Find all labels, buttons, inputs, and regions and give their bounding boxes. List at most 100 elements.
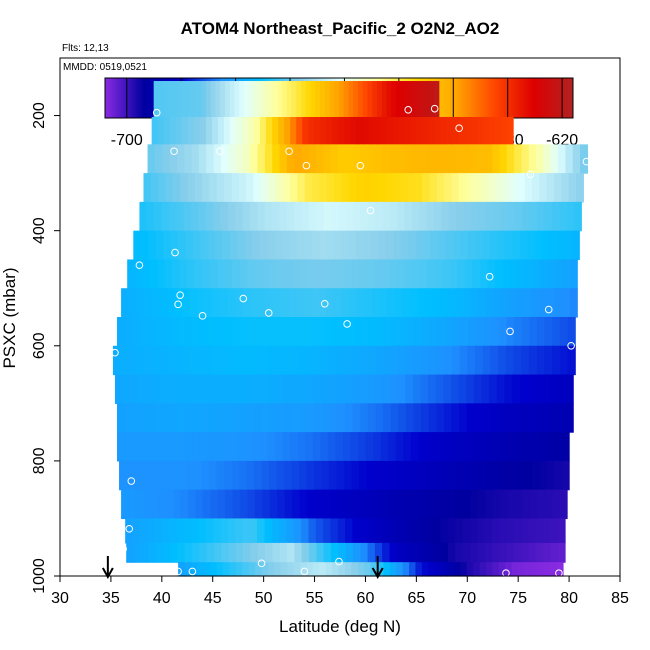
heatmap-cell [363, 230, 372, 261]
heatmap-cell [524, 562, 532, 577]
heatmap-cell [147, 317, 156, 347]
heatmap-cell [281, 230, 290, 261]
observation-point [111, 348, 119, 357]
heatmap-cell [265, 542, 274, 563]
heatmap-cell [277, 317, 286, 347]
heatmap-cell [389, 374, 399, 404]
heatmap-cell [438, 230, 447, 261]
heatmap-cell [374, 345, 384, 376]
heatmap-cell [333, 230, 343, 261]
heatmap-cell [191, 518, 200, 544]
heatmap-cell [382, 542, 391, 563]
heatmap-cell [266, 116, 273, 145]
heatmap-cell [345, 518, 354, 544]
heatmap-cell [169, 432, 178, 462]
heatmap-cell [396, 81, 402, 118]
heatmap-cell [169, 518, 178, 544]
heatmap-cell [318, 288, 327, 318]
heatmap-cell [546, 432, 555, 462]
heatmap-cell [467, 345, 476, 376]
heatmap-cell [177, 81, 183, 118]
heatmap-cell [204, 288, 213, 318]
heatmap-cell [444, 345, 453, 376]
y-tick-label: 1000 [31, 558, 48, 594]
heatmap-cell [410, 432, 419, 462]
heatmap-cell [208, 403, 217, 433]
heatmap-cell [550, 562, 558, 577]
heatmap-cell [119, 460, 128, 491]
heatmap-cell [436, 173, 445, 203]
heatmap-cell [422, 116, 430, 145]
heatmap-cell [136, 288, 145, 318]
heatmap-cell [202, 489, 211, 520]
heatmap-cell [269, 403, 278, 433]
heatmap-cell [367, 345, 376, 376]
heatmap-cell [404, 201, 413, 232]
heatmap-cell [231, 317, 240, 347]
heatmap-cell [433, 518, 441, 544]
heatmap-cell [143, 288, 153, 318]
heatmap-cell [172, 259, 181, 289]
heatmap-cell [477, 542, 486, 563]
heatmap-cell [412, 374, 422, 404]
heatmap-cell [399, 317, 408, 347]
heatmap-cell [544, 201, 553, 232]
heatmap-cell [117, 432, 126, 462]
heatmap-cell [242, 518, 251, 544]
heatmap-cell [239, 460, 248, 491]
heatmap-cell [198, 518, 207, 544]
heatmap-cell [464, 460, 473, 491]
heatmap-cell [225, 489, 234, 520]
heatmap-cell [308, 116, 315, 145]
heatmap-cell [449, 259, 458, 289]
heatmap-cell [250, 288, 259, 318]
heatmap-cell [495, 116, 502, 145]
heatmap-cell [528, 144, 537, 174]
heatmap-cell [275, 374, 284, 404]
heatmap-cell [566, 201, 575, 232]
heatmap-cell [190, 201, 199, 232]
heatmap-cell [262, 81, 269, 118]
observation-point [127, 477, 136, 485]
heatmap-cell [348, 230, 357, 261]
heatmap-cell [147, 144, 156, 174]
heatmap-cell [301, 542, 310, 563]
heatmap-cell [315, 81, 321, 118]
heatmap-cell [422, 173, 430, 203]
heatmap-cell [353, 81, 359, 118]
heatmap-cell [323, 144, 332, 174]
heatmap-cell [382, 345, 391, 376]
heatmap-cell [336, 374, 345, 404]
heatmap-cell [477, 489, 486, 520]
heatmap-cell [267, 374, 276, 404]
heatmap-cell [430, 317, 439, 347]
heatmap-cell [561, 460, 570, 491]
heatmap-cell [362, 116, 370, 145]
heatmap-cell [357, 81, 364, 118]
heatmap-cell [335, 432, 344, 462]
heatmap-cell [274, 345, 284, 376]
heatmap-cell [254, 116, 261, 145]
heatmap-cell [477, 518, 485, 544]
heatmap-cell [537, 317, 546, 347]
heatmap-cell [200, 230, 209, 261]
heatmap-cell [433, 432, 442, 462]
heatmap-cell [306, 562, 314, 577]
heatmap-cell [189, 288, 198, 318]
heatmap-cell [237, 374, 246, 404]
heatmap-cell [180, 173, 189, 203]
heatmap-cell [452, 230, 461, 261]
heatmap-cell [235, 288, 244, 318]
heatmap-cell [378, 230, 387, 261]
heatmap-cell [232, 259, 241, 289]
heatmap-cell [334, 173, 343, 203]
heatmap-cell [451, 403, 460, 433]
heatmap-cell [183, 374, 192, 404]
heatmap-cell [407, 173, 416, 203]
heatmap-cell [334, 81, 340, 118]
mmdd-label: MMDD: 0519,0521 [63, 62, 147, 73]
heatmap-cell [515, 201, 523, 232]
heatmap-cell [504, 374, 513, 404]
heatmap-cell [389, 460, 398, 491]
x-tick-label: 30 [51, 590, 69, 607]
